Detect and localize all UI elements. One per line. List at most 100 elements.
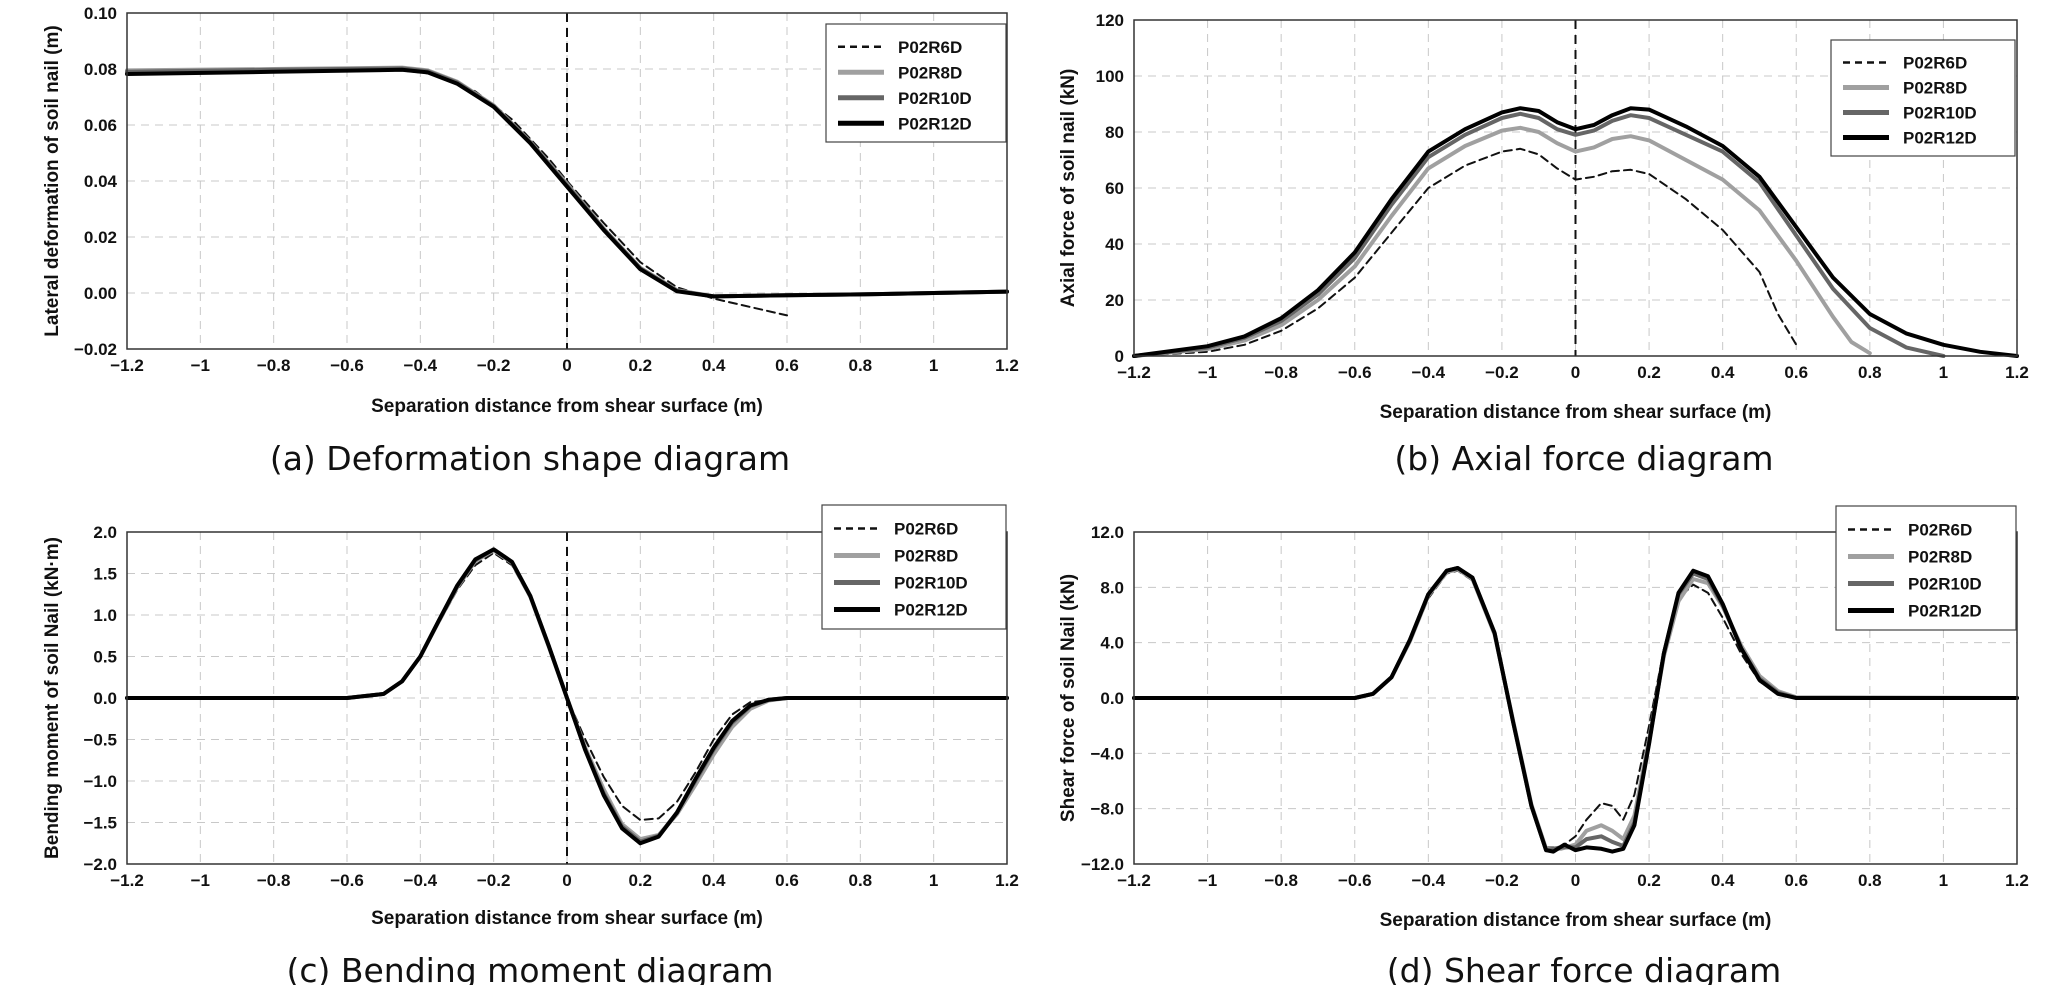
series-lines xyxy=(1132,106,2019,358)
x-axis-label: Separation distance from shear surface (… xyxy=(371,396,763,417)
y-tick-label: −2.0 xyxy=(83,855,117,874)
y-tick-label: 0.0 xyxy=(1100,689,1124,708)
x-tick-label: 0.8 xyxy=(1858,871,1882,890)
x-tick-label: 1 xyxy=(1939,871,1948,890)
x-tick-label: 0.8 xyxy=(849,871,873,890)
y-tick-label: 12.0 xyxy=(1091,523,1124,542)
x-tick-label: −0.2 xyxy=(1485,363,1519,382)
legend-label: P02R8D xyxy=(894,547,958,566)
x-tick-label: −1 xyxy=(1198,363,1217,382)
legend-label: P02R8D xyxy=(898,63,962,82)
x-axis-label: Separation distance from shear surface (… xyxy=(371,908,763,929)
x-tick-label: −0.4 xyxy=(404,356,438,375)
y-tick-label: 120 xyxy=(1096,11,1124,30)
plot-frame xyxy=(1133,19,2018,357)
y-tick-label: 0.08 xyxy=(84,60,117,79)
x-tick-label: 1.2 xyxy=(2005,363,2029,382)
x-tick-label: −0.2 xyxy=(477,871,511,890)
y-axis-label: Lateral deformation of soil nail (m) xyxy=(42,25,63,336)
x-tick-label: −1 xyxy=(1198,871,1217,890)
x-tick-label: −1.2 xyxy=(1117,871,1151,890)
legend-label: P02R10D xyxy=(898,89,972,108)
legend: P02R6D P02R8D P02R10D P02R12D xyxy=(1835,505,2017,631)
x-tick-label: −1.2 xyxy=(110,871,144,890)
legend-label: P02R12D xyxy=(1903,129,1977,148)
y-tick-label: 4.0 xyxy=(1100,634,1124,653)
legend: P02R6D P02R8D P02R10D P02R12D xyxy=(1830,39,2016,157)
x-tick-label: 0.4 xyxy=(702,356,726,375)
series-lines xyxy=(125,547,1009,846)
plot-frame xyxy=(126,531,1008,865)
legend-label: P02R6D xyxy=(1903,54,1967,73)
x-tick-label: 1 xyxy=(929,356,938,375)
x-tick-label: −0.8 xyxy=(1264,871,1298,890)
x-tick-labels: −1.2 −1 −0.8 −0.6 −0.4 −0.2 0 0.2 0.4 0.6 0.8 1 1.2 xyxy=(1117,363,2029,382)
x-tick-label: 0.8 xyxy=(849,356,873,375)
legend: P02R6D P02R8D P02R10D P02R12D xyxy=(825,23,1007,143)
legend-label: P02R10D xyxy=(1908,575,1982,594)
x-tick-label: 0.4 xyxy=(1711,871,1735,890)
x-tick-label: 0.6 xyxy=(775,356,799,375)
plot-frame xyxy=(126,12,1008,350)
legend-label: P02R12D xyxy=(894,601,968,620)
series-line-p02r6d xyxy=(126,69,788,317)
series-line-p02r12d xyxy=(1132,566,2019,854)
y-tick-label: 20 xyxy=(1105,291,1124,310)
y-tick-labels: −0.02 0.00 0.02 0.04 0.06 0.08 0.10 xyxy=(74,4,118,359)
chart-shear-force: −1.2 −1 −0.8 −0.6 −0.4 −0.2 0 0.2 0.4 0.6 0.8 1 1.2 … xyxy=(1058,505,2029,985)
y-tick-label: 0.06 xyxy=(84,116,117,135)
x-tick-label: −0.6 xyxy=(1338,871,1372,890)
x-tick-labels: −1.2 −1 −0.8 −0.6 −0.4 −0.2 0 0.2 0.4 0.6 0.8 1 1.2 xyxy=(1117,871,2029,890)
y-axis-label: Bending moment of soil Nail (kN·m) xyxy=(42,537,63,859)
x-tick-label: −0.4 xyxy=(404,871,438,890)
y-tick-label: 80 xyxy=(1105,123,1124,142)
x-tick-label: 1.2 xyxy=(995,356,1019,375)
x-tick-label: 1.2 xyxy=(2005,871,2029,890)
y-tick-label: −0.5 xyxy=(83,731,117,750)
legend-label: P02R10D xyxy=(894,574,968,593)
y-tick-label: −8.0 xyxy=(1090,800,1124,819)
y-tick-label: 40 xyxy=(1105,235,1124,254)
y-tick-label: 1.5 xyxy=(93,565,117,584)
y-tick-label: −1.0 xyxy=(83,772,117,791)
y-tick-label: 0.00 xyxy=(84,284,117,303)
series-line-p02r12d xyxy=(125,67,1009,299)
x-tick-label: 0.6 xyxy=(1784,871,1808,890)
x-axis-label: Separation distance from shear surface (… xyxy=(1380,910,1772,931)
series-line-p02r6d xyxy=(1133,147,1798,357)
x-tick-label: 0.4 xyxy=(702,871,726,890)
chart-deformation-shape: −1.2 −1 −0.8 −0.6 −0.4 −0.2 0 0.2 0.4 0.6 0.8 1 1.2 … xyxy=(42,4,1019,478)
figure-caption: (b) Axial force diagram xyxy=(1394,439,1773,478)
y-tick-label: 0.02 xyxy=(84,228,117,247)
x-tick-label: 0.2 xyxy=(629,356,653,375)
x-tick-labels: −1.2 −1 −0.8 −0.6 −0.4 −0.2 0 0.2 0.4 0.6 0.8 1 1.2 xyxy=(110,356,1019,375)
y-tick-label: 2.0 xyxy=(93,523,117,542)
y-tick-label: −1.5 xyxy=(83,814,117,833)
x-tick-label: 0 xyxy=(562,871,571,890)
x-tick-label: 1 xyxy=(929,871,938,890)
series-lines xyxy=(125,65,1009,317)
x-tick-label: −0.6 xyxy=(330,356,364,375)
legend: P02R6D P02R8D P02R10D P02R12D xyxy=(821,504,1007,630)
x-tick-label: −0.2 xyxy=(477,356,511,375)
y-tick-label: 0 xyxy=(1115,347,1124,366)
legend-label: P02R6D xyxy=(898,38,962,57)
y-tick-labels: −12.0 −8.0 −4.0 0.0 4.0 8.0 12.0 xyxy=(1081,523,1124,874)
series-line-p02r10d xyxy=(1132,111,1946,358)
series-lines xyxy=(1132,566,2019,854)
y-tick-label: −12.0 xyxy=(1081,855,1124,874)
x-tick-label: 0.2 xyxy=(629,871,653,890)
x-tick-label: −0.6 xyxy=(330,871,364,890)
x-tick-label: −1 xyxy=(191,356,210,375)
plot-frame xyxy=(1133,531,2018,865)
x-tick-label: 0.8 xyxy=(1858,363,1882,382)
series-line-p02r12d xyxy=(125,547,1009,846)
x-tick-label: 0 xyxy=(1571,363,1580,382)
x-tick-label: 0.6 xyxy=(1784,363,1808,382)
y-tick-label: 0.10 xyxy=(84,4,117,23)
y-axis-label: Shear force of soil Nail (kN) xyxy=(1058,574,1079,822)
x-tick-label: 0.4 xyxy=(1711,363,1735,382)
x-tick-label: 1.2 xyxy=(995,871,1019,890)
figure-caption: (a) Deformation shape diagram xyxy=(270,439,790,478)
x-tick-label: 0 xyxy=(562,356,571,375)
